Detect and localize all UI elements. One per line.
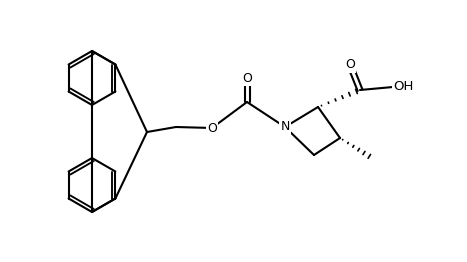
Text: O: O <box>345 58 355 72</box>
Text: N: N <box>280 121 290 134</box>
Text: O: O <box>207 122 217 134</box>
Text: O: O <box>242 72 252 85</box>
Text: OH: OH <box>393 80 413 94</box>
